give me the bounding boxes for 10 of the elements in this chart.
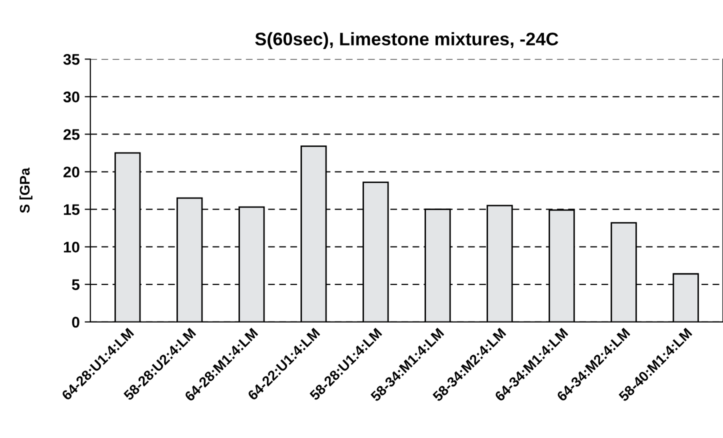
chart-title: S(60sec), Limestone mixtures, -24C (255, 32, 558, 49)
y-tick-label: 5 (72, 279, 80, 290)
y-tick-label: 10 (64, 242, 80, 253)
y-tick-label: 35 (63, 54, 80, 65)
y-axis-title: S [GPa (19, 168, 32, 213)
y-tick-label: 30 (63, 92, 80, 102)
y-tick-label: 15 (64, 204, 80, 215)
y-tick-label: 0 (72, 316, 80, 328)
y-tick-label: 20 (63, 166, 80, 178)
y-tick-label: 25 (63, 129, 80, 140)
